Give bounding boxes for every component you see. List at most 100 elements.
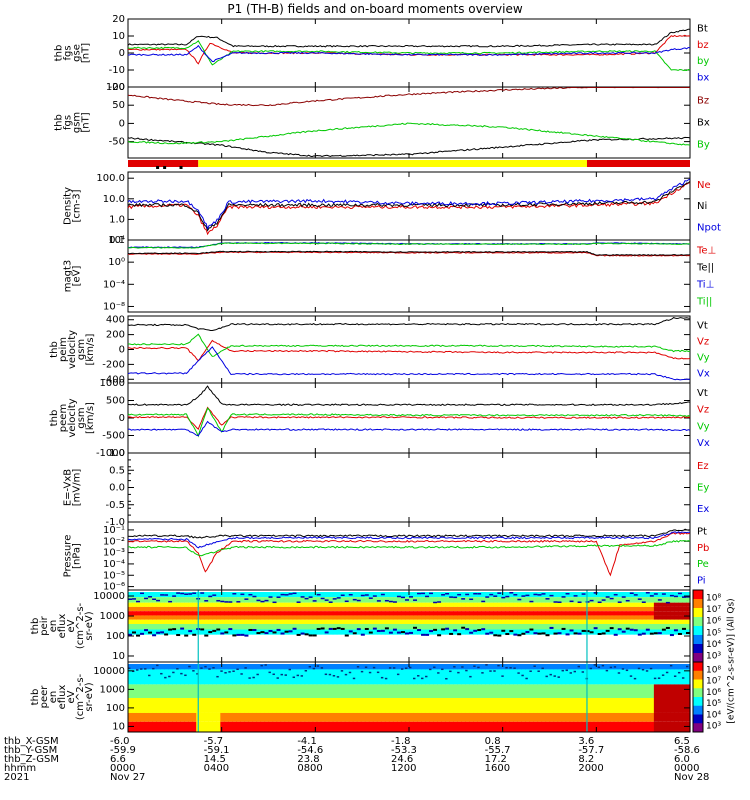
heatmap-cell [637,602,643,607]
heatmap-cell [429,592,434,598]
heatmap-cell [529,669,535,685]
heatmap-cell [645,669,651,685]
heatmap-cell [661,606,667,612]
heatmap-cell [208,664,213,670]
heatmap-cell [417,684,422,698]
heatmap-noise [685,631,690,634]
heatmap-cell [312,712,318,722]
heatmap-cell [605,669,611,685]
heatmap-cell [649,597,655,603]
heatmap-cell [200,721,205,732]
heatmap-cell [256,712,262,722]
heatmap-cell [437,684,442,698]
heatmap-cell [545,623,551,630]
heatmap-cell [388,664,394,670]
heatmap-cell [517,615,522,620]
heatmap-cell [477,611,482,616]
heatmap-cell [152,698,157,713]
heatmap-cell [192,721,197,732]
heatmap-cell [208,606,213,612]
heatmap-cell [541,712,547,722]
heatmap-cell [677,611,683,616]
heatmap-cell [669,629,675,635]
heatmap-cell [160,615,165,620]
heatmap-cell [312,669,318,685]
heatmap-cell [569,712,575,722]
heatmap-cell [320,698,326,713]
heatmap-cell [168,611,173,616]
heatmap-cell [356,698,362,713]
heatmap-cell [669,606,675,612]
series-Vy [127,407,691,438]
heatmap-noise [328,673,332,676]
heatmap-cell [256,669,262,685]
heatmap-cell [537,629,543,635]
heatmap-noise [368,631,373,634]
heatmap-cell [537,602,543,607]
heatmap-cell [601,712,607,722]
heatmap-noise [529,600,534,603]
heatmap-cell [677,698,683,713]
heatmap-cell [489,602,494,607]
heatmap-cell [384,669,390,685]
colorbar-label: [eV/(cm^2-s-sr-eV)] (All Qs) [727,598,737,723]
panel-frame [127,86,691,159]
heatmap-cell [537,606,543,612]
y-axis-label: en [48,620,59,633]
heatmap-cell [324,606,330,612]
heatmap-cell [497,592,502,598]
heatmap-cell [521,698,527,713]
heatmap-cell [681,629,687,635]
heatmap-cell [164,606,169,612]
heatmap-cell [489,615,494,620]
y-tick-label: -200 [102,359,125,370]
heatmap-noise [260,600,265,603]
heatmap-cell [505,629,510,635]
heatmap-cell [288,611,294,616]
heatmap-noise [300,632,305,635]
heatmap-cell [344,684,350,698]
heatmap-noise [613,593,618,596]
heatmap-cell [176,698,181,713]
legend-Vt: Vt [697,388,708,399]
heatmap-cell [332,629,338,635]
heatmap-cell [529,698,535,713]
heatmap-cell [400,619,406,624]
heatmap-cell [489,669,494,685]
y-tick-label: -50 [109,137,125,148]
heatmap-noise [404,632,409,635]
heatmap-cell [657,721,663,732]
heatmap-cell [493,592,498,598]
series-Ni [127,181,691,232]
heatmap-cell [629,629,635,635]
heatmap-cell [437,597,442,603]
heatmap-cell [316,615,322,620]
x-axis-row-value: 17.2 [485,754,507,765]
heatmap-noise [228,601,233,603]
heatmap-cell [421,602,426,607]
heatmap-cell [605,623,611,630]
heatmap-cell [461,684,466,698]
heatmap-cell [144,664,149,670]
heatmap-cell [621,602,627,607]
heatmap-cell [348,606,354,612]
heatmap-cell [376,602,382,607]
heatmap-cell [176,611,181,616]
heatmap-cell [308,592,314,598]
heatmap-cell [172,606,177,612]
heatmap-cell [613,712,619,722]
heatmap-cell [328,623,334,630]
heatmap-cell [200,615,205,620]
heatmap-cell [224,669,229,685]
heatmap-noise [128,598,133,600]
heatmap-noise [372,627,377,630]
heatmap-cell [589,669,595,685]
heatmap-cell [489,619,494,624]
heatmap-cell [172,684,177,698]
heatmap-noise [176,634,181,637]
heatmap-cell [328,602,334,607]
heatmap-cell [597,602,603,607]
heatmap-cell [429,629,434,635]
colorbar-swatch [693,626,703,636]
heatmap-cell [392,592,398,598]
